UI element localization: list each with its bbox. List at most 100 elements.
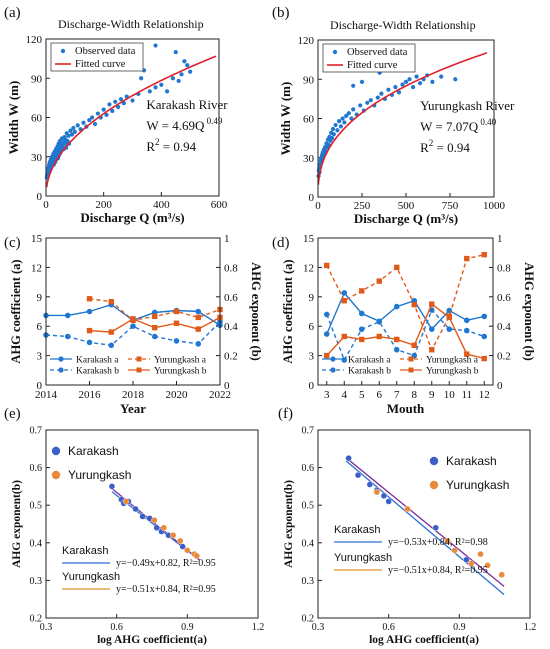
legend-label-yurungkash: Yurungkash xyxy=(446,478,509,492)
y-left-axis-label: AHG coefficient (a) xyxy=(9,259,23,363)
series-marker xyxy=(195,314,201,321)
legend-label: Karakash b xyxy=(348,367,391,377)
data-point xyxy=(365,100,370,105)
data-point xyxy=(351,83,356,88)
panel-label-b: (b) xyxy=(272,5,290,21)
y-right-tick-label: 0.2 xyxy=(497,351,511,363)
data-point xyxy=(130,98,135,103)
data-point xyxy=(358,103,363,108)
data-point xyxy=(396,90,402,95)
series-marker xyxy=(393,346,400,353)
x-tick-label: 4 xyxy=(342,389,348,401)
data-point-karakash xyxy=(366,481,374,488)
legend-marker xyxy=(330,367,336,373)
y-tick-label: 30 xyxy=(31,152,43,164)
legend-label-observed: Observed data xyxy=(347,47,408,58)
x-axis-label: Discharge Q (m³/s) xyxy=(354,211,458,226)
series-marker xyxy=(376,318,383,325)
plot-frame-b xyxy=(317,39,495,198)
series-line-karakash-b xyxy=(326,308,485,362)
plot-frame-c xyxy=(45,237,221,386)
data-point xyxy=(344,113,349,118)
data-point xyxy=(335,128,340,133)
fit-line-yurungkash xyxy=(345,457,505,587)
y-right-tick-label: 0.4 xyxy=(224,321,238,333)
x-tick-label: 2016 xyxy=(79,389,102,401)
data-point-karakash xyxy=(385,498,392,505)
data-point xyxy=(410,85,416,90)
data-point xyxy=(176,78,181,83)
x-tick-label: 0 xyxy=(43,199,49,211)
chart-a: Discharge-Width Relationship 0 200 400 600 0 3… xyxy=(6,17,228,225)
river-name: Karakash River xyxy=(146,97,228,112)
data-point xyxy=(330,126,336,132)
series-line-karakash-b xyxy=(45,321,221,347)
legend-marker xyxy=(136,356,142,362)
data-point-karakash xyxy=(139,513,146,520)
x-tick-label: 0.3 xyxy=(40,622,53,633)
data-point-karakash xyxy=(432,524,439,531)
x-tick-label: 1.2 xyxy=(252,622,265,633)
y-tick-label: 0.5 xyxy=(302,501,315,512)
equation-yurungkash: y=−0.51x+0.84, R²=0.95 xyxy=(116,584,216,595)
series-marker xyxy=(195,326,201,332)
x-tick-label: 11 xyxy=(461,389,472,401)
series-marker xyxy=(86,308,93,315)
data-point xyxy=(75,123,80,128)
data-point-karakash xyxy=(380,492,388,499)
equation-base: W = 4.69Q xyxy=(146,118,205,133)
data-point xyxy=(326,142,331,147)
equation-karakash: y=−0.49x+0.82, R²=0.95 xyxy=(116,558,216,569)
x-tick-label: 2014 xyxy=(35,389,58,401)
y-left-tick-label: 3 xyxy=(309,351,315,363)
equation-karakash: y=−0.53x+0.84, R²=0.98 xyxy=(388,537,488,548)
legend-label-observed: Observed data xyxy=(75,46,136,57)
data-point-yurungkash xyxy=(484,562,491,569)
y-left-tick-label: 9 xyxy=(309,292,315,304)
series-marker xyxy=(151,333,158,340)
data-point xyxy=(118,97,124,102)
legend-label-yurungkash: Yurungkash xyxy=(68,468,131,482)
data-point xyxy=(159,82,164,87)
legend-label: Yurungkash b xyxy=(426,367,479,377)
x-tick-label: 2020 xyxy=(166,389,189,401)
data-point xyxy=(68,128,73,133)
y-tick-label: 0.7 xyxy=(302,426,315,437)
legend-marker xyxy=(330,356,336,362)
y-axis-label: Width W (m) xyxy=(278,82,293,156)
x-tick-label: 200 xyxy=(95,199,112,211)
series-marker xyxy=(464,255,470,262)
chart-c: 2014 2016 2018 2020 20220369121500.20.40.60.… xyxy=(9,233,263,416)
data-point xyxy=(375,95,380,100)
equation-name-karakash: Karakash xyxy=(62,545,108,557)
y-left-tick-label: 3 xyxy=(37,351,43,363)
y-tick-label: 0.7 xyxy=(30,426,43,437)
series-marker xyxy=(323,311,330,318)
series-marker xyxy=(358,326,365,332)
data-point-yurungkash xyxy=(184,547,191,554)
data-point xyxy=(95,111,100,116)
series-marker xyxy=(173,308,180,315)
y-tick-label: 0.4 xyxy=(30,538,43,549)
series-marker xyxy=(86,339,93,346)
y-tick-label: 60 xyxy=(303,114,315,126)
legend-marker xyxy=(408,367,414,373)
series-marker xyxy=(341,357,348,363)
data-point xyxy=(430,79,435,84)
legend-label-fitted: Fitted curve xyxy=(347,60,398,71)
data-point-karakash xyxy=(345,455,352,462)
r2-tail: = 0.94 xyxy=(160,139,197,154)
series-marker xyxy=(64,312,71,319)
equation-name-yurungkash: Yurungkash xyxy=(334,552,392,564)
series-marker xyxy=(411,342,417,349)
data-point xyxy=(165,89,170,94)
legend-marker xyxy=(408,356,414,362)
data-point-yurungkash xyxy=(373,488,381,496)
x-tick-label: 5 xyxy=(359,389,365,401)
r2-lead: R xyxy=(420,140,429,155)
series-marker xyxy=(108,299,114,305)
x-tick-label: 2018 xyxy=(122,389,145,401)
series-marker xyxy=(108,342,115,349)
series-marker xyxy=(341,298,347,304)
y-right-tick-label: 0.6 xyxy=(497,292,511,304)
